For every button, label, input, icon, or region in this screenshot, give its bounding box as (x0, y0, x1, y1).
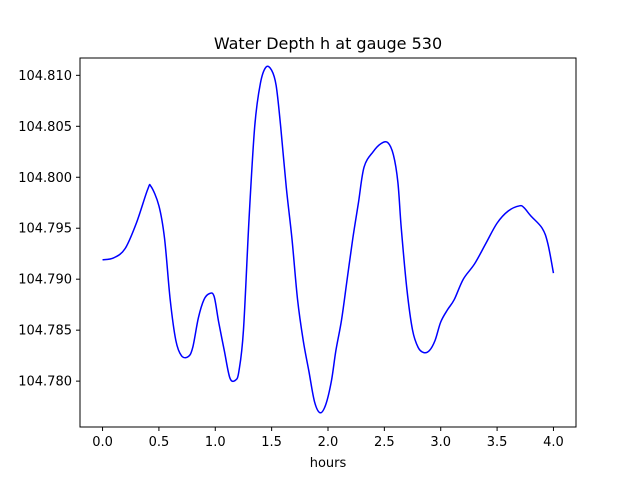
x-tick-label: 0.0 (92, 435, 113, 450)
y-tick-label: 104.800 (18, 171, 72, 186)
x-tick-label: 2.0 (318, 435, 339, 450)
x-tick-label: 2.5 (374, 435, 395, 450)
x-tick-label: 3.0 (430, 435, 451, 450)
y-tick-label: 104.805 (18, 120, 72, 135)
x-tick-label: 1.5 (261, 435, 282, 450)
plot-frame (79, 57, 577, 428)
y-tick-label: 104.795 (18, 222, 72, 237)
x-tick-label: 3.5 (487, 435, 508, 450)
series-line (102, 65, 555, 414)
y-tick-label: 104.780 (18, 375, 72, 390)
chart-title: Water Depth h at gauge 530 (214, 34, 442, 53)
y-axis-ticks: 104.780 104.785 104.790 104.795 104.800 104.8… (18, 69, 80, 390)
y-tick-label: 104.790 (18, 273, 72, 288)
y-tick-label: 104.810 (18, 69, 72, 84)
x-tick-label: 4.0 (543, 435, 564, 450)
y-tick-label: 104.785 (18, 324, 72, 339)
x-axis-label: hours (310, 456, 347, 471)
plot-lines (102, 65, 555, 414)
x-axis-ticks: 0.0 0.5 1.0 1.5 2.0 2.5 3.0 3.5 4.0 (92, 427, 564, 450)
x-tick-label: 0.5 (149, 435, 170, 450)
x-tick-label: 1.0 (205, 435, 226, 450)
